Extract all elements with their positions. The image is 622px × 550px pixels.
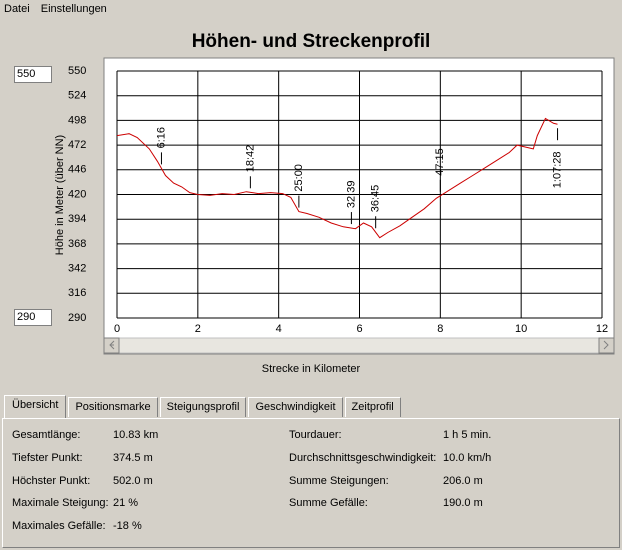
time-marker: 25:00 <box>293 164 305 192</box>
summary-label: Tourdauer: <box>289 429 342 441</box>
summary-value: 190.0 m <box>443 497 483 510</box>
chart-title: Höhen- und Streckenprofil <box>192 31 431 52</box>
menu-item[interactable]: Datei <box>4 3 30 15</box>
summary-label: Gesamtlänge: <box>12 429 81 441</box>
summary-value: 374.5 m <box>113 451 153 464</box>
x-tick-label: 8 <box>437 323 443 335</box>
time-marker: 47:15 <box>434 148 446 176</box>
summary-label: Summe Steigungen: <box>289 474 389 487</box>
scroll-right[interactable] <box>598 337 615 354</box>
min-input[interactable]: 290 <box>14 309 52 326</box>
y-tick-label: 498 <box>68 114 86 126</box>
y-tick-label: 550 <box>68 65 86 77</box>
tab-bar: Übersicht Positionsmarke Steigungsprofil Ge… <box>4 395 403 420</box>
summary-value: 21 % <box>113 497 139 510</box>
summary-value: 10.0 km/h <box>443 451 492 464</box>
y-tick-label: 342 <box>68 263 86 275</box>
summary-label: Maximale Steigung: <box>12 497 109 510</box>
tab[interactable]: Steigungsprofil <box>159 397 247 417</box>
x-tick-label: 12 <box>596 323 608 335</box>
summary-value: 10.83 km <box>113 429 159 441</box>
menu-bar: Datei Einstellungen <box>4 3 115 15</box>
tab[interactable]: Zeitprofil <box>344 397 401 417</box>
y-tick-label: 316 <box>68 287 86 299</box>
x-axis-label: Strecke in Kilometer <box>262 363 361 375</box>
summary-value: 502.0 m <box>113 474 153 487</box>
summary-value: 206.0 m <box>443 474 483 487</box>
time-marker: 6:16 <box>155 127 167 148</box>
x-tick-label: 0 <box>114 323 120 335</box>
x-tick-label: 10 <box>515 323 527 335</box>
summary-label: Summe Gefälle: <box>289 497 368 510</box>
max-input[interactable]: 550 <box>14 66 52 83</box>
time-marker: 1:07:28 <box>551 151 563 188</box>
summary-label: Höchster Punkt: <box>12 474 91 487</box>
time-marker: 18:42 <box>244 145 256 173</box>
y-tick-label: 524 <box>68 90 86 102</box>
x-tick-label: 4 <box>276 323 282 335</box>
tab[interactable]: Positionsmarke <box>68 397 158 417</box>
menu-item[interactable]: Einstellungen <box>40 3 107 15</box>
scrollbar[interactable] <box>103 337 615 354</box>
y-tick-label: 368 <box>68 238 86 250</box>
time-marker: 32:39 <box>345 181 357 209</box>
y-tick-label: 472 <box>68 139 86 151</box>
summary-label: Tiefster Punkt: <box>12 451 83 464</box>
y-tick-label: 420 <box>68 188 86 200</box>
chart: Höhen- und Streckenprofil Höhe in Meter … <box>54 31 615 375</box>
x-tick-label: 2 <box>195 323 201 335</box>
summary-label: Maximales Gefälle: <box>12 520 106 533</box>
summary-panel: Gesamtlänge: 10.83 km Tiefster Punkt: 374.5… <box>2 418 620 548</box>
y-axis-label: Höhe in Meter (über NN) <box>54 135 66 255</box>
arrow-icon <box>603 340 609 350</box>
x-tick-label: 6 <box>356 323 362 335</box>
arrow-icon <box>109 340 115 350</box>
y-tick-label: 394 <box>68 213 86 225</box>
summary-value: -18 % <box>113 520 142 533</box>
y-tick-label: 290 <box>68 312 86 324</box>
summary-value: 1 h 5 min. <box>443 429 492 441</box>
elevation-line <box>116 117 558 239</box>
summary-label: Durchschnittsgeschwindigkeit: <box>289 451 437 464</box>
tab[interactable]: Geschwindigkeit <box>248 397 343 417</box>
y-tick-label: 446 <box>68 164 86 176</box>
time-marker: 36:45 <box>370 185 382 213</box>
tab[interactable]: Übersicht <box>4 395 67 418</box>
